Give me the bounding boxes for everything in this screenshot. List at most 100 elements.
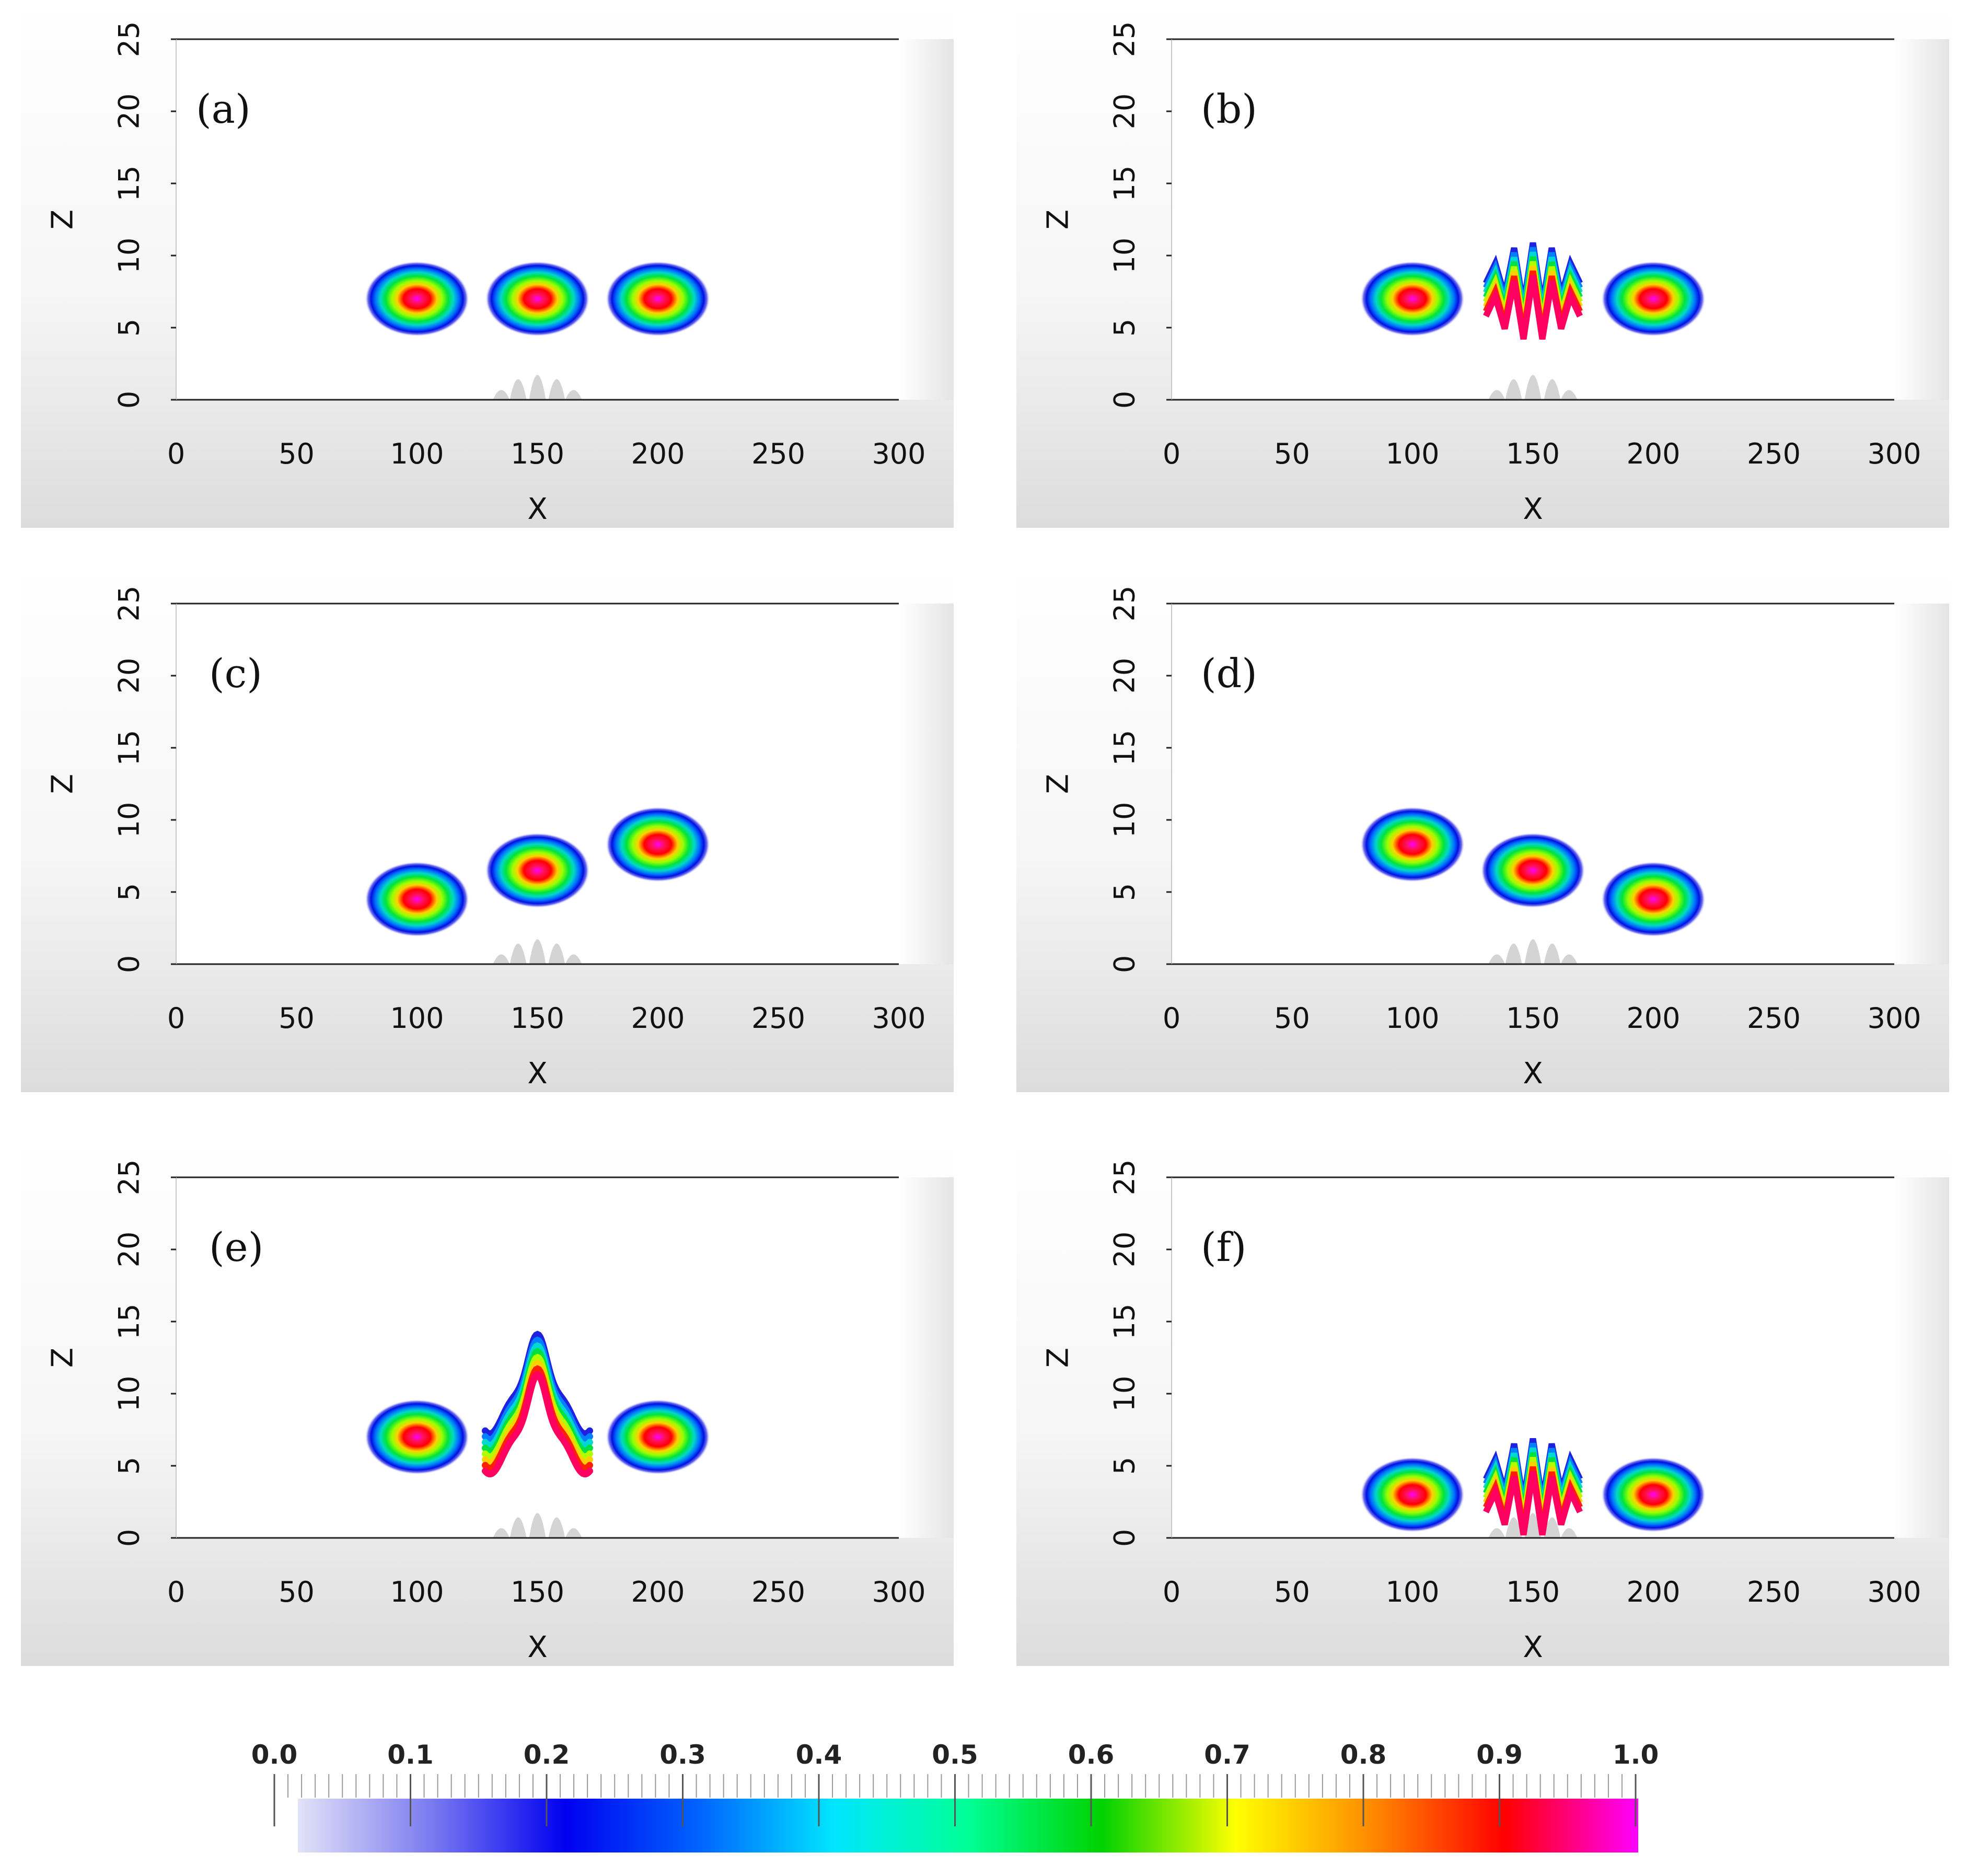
blobs xyxy=(1360,242,1706,340)
y-tick-label: 25 xyxy=(1108,21,1141,57)
y-tick-label: 10 xyxy=(113,1376,146,1412)
terrain-bump-0 xyxy=(1488,1528,1505,1538)
x-tick-label: 200 xyxy=(1626,1002,1680,1035)
x-axis-label: X xyxy=(1523,492,1543,526)
panel-label: (f) xyxy=(1201,1224,1246,1270)
terrain-bump-2 xyxy=(529,1513,546,1538)
x-tick-label: 250 xyxy=(751,1002,805,1035)
panel-right-margin xyxy=(1894,39,1949,400)
y-tick-label: 0 xyxy=(1108,391,1141,409)
y-tick-label: 15 xyxy=(113,166,146,202)
colorbar-label: 0.2 xyxy=(524,1740,570,1770)
terrain-bump-4 xyxy=(565,390,582,400)
y-tick-label: 15 xyxy=(113,1304,146,1340)
x-tick-label: 150 xyxy=(511,1576,564,1608)
x-tick-label: 0 xyxy=(1163,1002,1180,1035)
colorbar-label: 0.3 xyxy=(659,1740,706,1770)
wave-stroke-7 xyxy=(482,1371,593,1478)
terrain-bump-4 xyxy=(565,954,582,964)
x-tick-label: 200 xyxy=(631,1576,685,1608)
y-axis-label: Z xyxy=(1041,1348,1075,1368)
x-tick-label: 150 xyxy=(1506,437,1560,470)
blobs xyxy=(365,1330,710,1478)
terrain-bump-3 xyxy=(548,379,565,400)
terrain-bump-1 xyxy=(1505,943,1522,964)
plot-area xyxy=(176,604,899,964)
x-tick-label: 150 xyxy=(1506,1002,1560,1035)
x-tick-label: 100 xyxy=(390,1002,444,1035)
x-tick-label: 50 xyxy=(279,1576,315,1608)
blob-1 xyxy=(482,1330,593,1478)
y-tick-label: 15 xyxy=(1108,730,1141,766)
terrain xyxy=(1488,375,1578,400)
colorbar-label: 0.9 xyxy=(1476,1740,1523,1770)
y-tick-label: 10 xyxy=(1108,238,1141,274)
plot-area xyxy=(1172,39,1894,400)
colorbar: 0.0 0.1 0.2 0.3 0.4 0.5 0.6 0.7 0.8 0.9 1.0 xyxy=(251,1740,1659,1852)
x-tick-label: 250 xyxy=(1747,1002,1801,1035)
x-tick-label: 300 xyxy=(1867,437,1921,470)
colorbar-label: 0.0 xyxy=(251,1740,298,1770)
y-tick-label: 5 xyxy=(1108,1457,1141,1475)
terrain-bump-0 xyxy=(493,954,510,964)
terrain-bump-2 xyxy=(529,939,546,964)
panel-label: (a) xyxy=(196,86,251,132)
y-tick-label: 15 xyxy=(1108,166,1141,202)
terrain xyxy=(1488,939,1578,964)
y-tick-label: 10 xyxy=(113,802,146,838)
y-axis-label: Z xyxy=(46,210,80,229)
x-axis-label: X xyxy=(527,1630,547,1664)
y-tick-label: 25 xyxy=(113,21,146,57)
blobs xyxy=(1360,806,1706,937)
blob-2 xyxy=(1601,1457,1706,1533)
y-tick-label: 0 xyxy=(113,1529,146,1547)
blob-1 xyxy=(1483,1438,1583,1536)
y-tick-label: 20 xyxy=(113,94,146,130)
panel-label: (e) xyxy=(209,1224,263,1270)
y-tick-label: 0 xyxy=(1108,955,1141,973)
y-tick-label: 20 xyxy=(113,1232,146,1268)
blobs xyxy=(365,261,710,337)
terrain-bump-3 xyxy=(548,1517,565,1538)
x-tick-label: 200 xyxy=(1626,437,1680,470)
colorbar-gradient xyxy=(298,1799,1638,1852)
terrain-bump-3 xyxy=(548,943,565,964)
panel-right-margin xyxy=(899,1177,954,1538)
terrain-bump-2 xyxy=(1524,375,1542,400)
x-tick-label: 0 xyxy=(167,1002,185,1035)
x-tick-label: 50 xyxy=(279,437,315,470)
blob-0 xyxy=(1360,1457,1465,1533)
x-tick-label: 300 xyxy=(1867,1002,1921,1035)
y-tick-label: 0 xyxy=(113,391,146,409)
y-axis-label: Z xyxy=(46,1348,80,1368)
x-tick-label: 150 xyxy=(511,1002,564,1035)
y-tick-label: 5 xyxy=(113,1457,146,1475)
y-tick-label: 5 xyxy=(1108,883,1141,901)
blob-2 xyxy=(1601,261,1706,337)
x-tick-label: 50 xyxy=(279,1002,315,1035)
x-tick-label: 0 xyxy=(167,1576,185,1608)
terrain-bump-3 xyxy=(1544,379,1561,400)
x-tick-label: 50 xyxy=(1274,437,1310,470)
terrain-bump-4 xyxy=(565,1528,582,1538)
y-tick-label: 25 xyxy=(113,586,146,622)
terrain-bump-2 xyxy=(529,375,546,400)
terrain-bump-0 xyxy=(493,390,510,400)
terrain-bump-4 xyxy=(1560,390,1578,400)
terrain-bump-4 xyxy=(1560,954,1578,964)
x-tick-label: 150 xyxy=(511,437,564,470)
terrain-bump-1 xyxy=(1505,379,1522,400)
x-axis-label: X xyxy=(1523,1630,1543,1664)
colorbar-label: 0.4 xyxy=(796,1740,842,1770)
panel-label: (d) xyxy=(1201,650,1257,697)
terrain-bump-1 xyxy=(509,1517,527,1538)
y-tick-label: 15 xyxy=(113,730,146,766)
panel-label: (c) xyxy=(209,650,262,697)
blobs xyxy=(365,806,710,937)
blob-1 xyxy=(485,832,590,908)
x-tick-label: 100 xyxy=(1385,1576,1439,1608)
